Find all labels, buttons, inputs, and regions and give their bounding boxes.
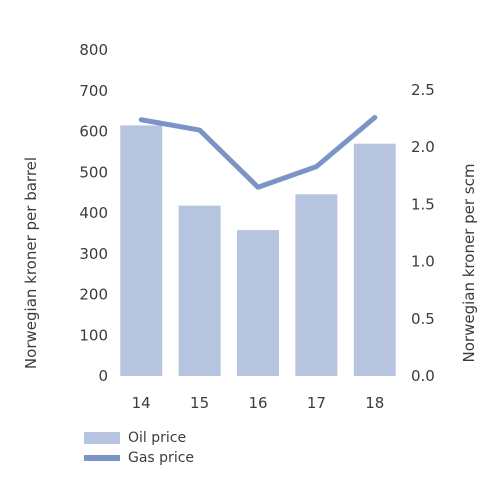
y-left-tick-label: 800 [79,41,108,59]
y-left-tick-label: 600 [79,123,108,141]
y-axis-right-ticks: 0.0 0.5 1.0 1.5 2.0 2.5 [411,81,435,385]
y-right-tick-label: 1.5 [411,195,435,213]
oil-bar-15 [178,205,221,376]
legend-swatch-oil [84,432,120,444]
y-right-tick-label: 2.0 [411,138,435,156]
y-right-tick-label: 0.0 [411,367,435,385]
y-axis-right-label: Norwegian kroner per scm [460,164,478,363]
y-left-tick-label: 0 [98,367,108,385]
y-right-tick-label: 1.0 [411,253,435,271]
legend-item-oil: Oil price [84,428,194,448]
legend-item-gas: Gas price [84,448,194,468]
y-left-tick-label: 300 [79,245,108,263]
legend-label-oil: Oil price [128,430,187,446]
y-axis-left-ticks: 0 100 200 300 400 500 600 700 800 [79,41,108,385]
y-axis-left-label: Norwegian kroner per barrel [22,157,40,369]
y-left-tick-label: 200 [79,286,108,304]
gas-price-line [138,114,378,190]
x-tick-label: 16 [248,394,267,412]
x-tick-label: 17 [307,394,326,412]
oil-bar-18 [353,143,396,376]
y-right-tick-label: 2.5 [411,81,435,99]
x-tick-label: 18 [365,394,384,412]
gas-line-group [138,114,378,190]
legend-swatch-gas [84,455,120,461]
bars-group [120,125,396,376]
x-tick-label: 15 [190,394,209,412]
oil-bar-16 [237,230,279,376]
y-left-tick-label: 500 [79,163,108,181]
legend-label-gas: Gas price [128,450,195,466]
y-left-tick-label: 100 [79,326,108,344]
y-left-tick-label: 400 [79,204,108,222]
oil-bar-14 [120,125,163,376]
legend: Oil price Gas price [84,428,194,468]
x-tick-label: 14 [132,394,151,412]
y-left-tick-label: 700 [79,82,108,100]
y-right-tick-label: 0.5 [411,310,435,328]
oil-bar-17 [295,194,338,376]
x-axis-ticks: 14 15 16 17 18 [132,394,385,412]
